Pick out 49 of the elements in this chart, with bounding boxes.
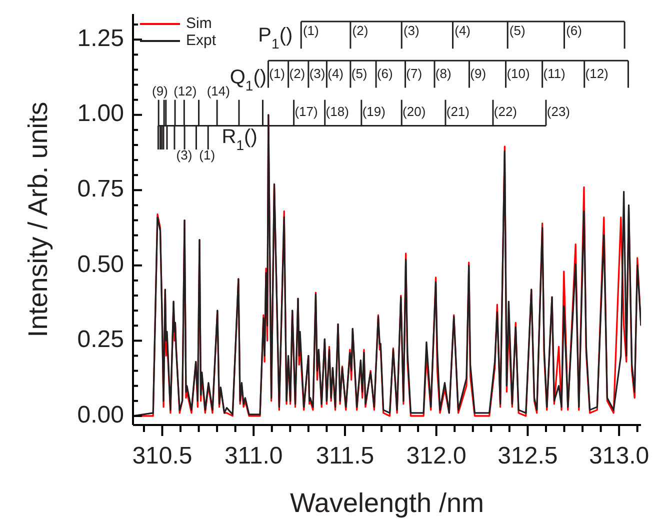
annotation: (20) <box>402 104 426 120</box>
annotation: (6) <box>566 23 582 38</box>
annotation: P$_{1}$() <box>258 24 293 52</box>
annotation: (21) <box>446 104 470 120</box>
y-tick-label: 1.00 <box>77 100 124 128</box>
y-tick-label: 0.50 <box>77 250 124 278</box>
annotation: (12) <box>585 66 608 82</box>
annotation: Q$_{1}$() <box>230 67 267 94</box>
annotation: (14) <box>206 84 230 99</box>
annotation: (19) <box>362 104 386 120</box>
legend-label: Expt <box>186 32 216 49</box>
annotation: (3) <box>403 23 420 38</box>
legend-label: Sim <box>186 15 212 32</box>
annotation: (12) <box>174 84 197 99</box>
y-tick-label: 1.25 <box>77 24 124 52</box>
annotation: (23) <box>546 104 570 120</box>
annotation: (2) <box>352 23 368 38</box>
annotation: R$_{1}$() <box>222 126 258 152</box>
x-tick-label: 313.0 <box>589 442 650 470</box>
annotation: (5) <box>351 66 368 82</box>
annotation: (5) <box>509 23 526 38</box>
y-tick-label: 0.00 <box>77 401 124 428</box>
annotation: (6) <box>376 66 393 82</box>
annotation: (18) <box>326 104 349 120</box>
annotation: (7) <box>406 66 422 82</box>
x-tick-label: 310.5 <box>132 442 192 470</box>
x-axis-title: Wavelength /nm <box>290 488 484 518</box>
x-tick-label: 311.0 <box>224 442 283 470</box>
annotation: (4) <box>454 23 470 38</box>
annotation: (2) <box>289 66 306 82</box>
annotation: (22) <box>494 104 518 120</box>
x-tick-label: 311.5 <box>316 442 374 470</box>
annotation: (3) <box>309 66 326 82</box>
x-tick-label: 312.0 <box>406 442 466 470</box>
annotation: (10) <box>506 66 530 82</box>
annotation: (3) <box>176 148 192 163</box>
annotation: (9) <box>470 66 486 82</box>
y-tick-label: 0.25 <box>77 326 124 354</box>
annotation: (17) <box>294 104 318 120</box>
annotation: (9) <box>152 84 168 99</box>
annotation: (1) <box>269 66 286 82</box>
annotation: (1) <box>302 23 319 38</box>
annotation: (4) <box>328 66 344 82</box>
x-tick-label: 312.5 <box>498 442 558 470</box>
annotation: (8) <box>435 66 452 82</box>
y-tick-label: 0.75 <box>77 175 124 202</box>
annotation: (1) <box>199 148 216 163</box>
y-axis-title: Intensity / Arb. units <box>23 102 54 338</box>
annotation: (11) <box>543 66 566 82</box>
